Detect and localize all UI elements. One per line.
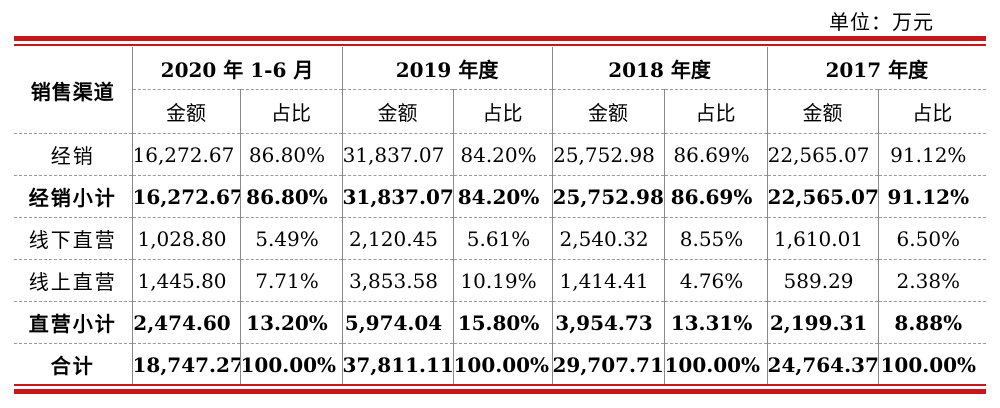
amount-cell: 3,853.58 — [342, 259, 454, 302]
amount-cell: 29,707.71 — [552, 343, 665, 385]
table-row: 直营小计 2,474.60 13.20% 5,974.04 15.80% 3,954.73… — [14, 301, 987, 344]
ratio-cell: 86.69% — [664, 133, 768, 176]
sales-channel-table: 销售渠道 2020 年 1-6 月 2019 年度 2018 年度 2017 年… — [14, 47, 987, 385]
ratio-cell: 10.19% — [453, 259, 553, 302]
header-row-metrics: 金额 占比 金额 占比 金额 占比 金额 占比 — [14, 89, 987, 134]
amount-header: 金额 — [342, 89, 454, 134]
ratio-cell: 91.12% — [878, 175, 987, 218]
table-row: 线下直营 1,028.80 5.49% 2,120.45 5.61% 2,540.32 8.… — [14, 217, 987, 260]
amount-cell: 25,752.98 — [552, 175, 665, 218]
amount-cell: 1,610.01 — [767, 217, 879, 260]
ratio-cell: 2.38% — [878, 259, 987, 302]
amount-cell: 16,272.67 — [132, 133, 241, 176]
ratio-header: 占比 — [664, 89, 768, 134]
ratio-header: 占比 — [240, 89, 343, 134]
ratio-cell: 100.00% — [240, 343, 343, 385]
ratio-cell: 5.61% — [453, 217, 553, 260]
bottom-border-thin — [14, 384, 986, 386]
amount-cell: 2,199.31 — [767, 301, 879, 344]
ratio-cell: 5.49% — [240, 217, 343, 260]
ratio-cell: 84.20% — [453, 175, 553, 218]
period-header: 2018 年度 — [552, 47, 768, 90]
channel-header: 销售渠道 — [14, 47, 133, 134]
ratio-cell: 8.55% — [664, 217, 768, 260]
ratio-cell: 100.00% — [664, 343, 768, 385]
period-header: 2019 年度 — [342, 47, 553, 90]
amount-cell: 1,028.80 — [132, 217, 241, 260]
unit-label: 单位：万元 — [829, 10, 934, 34]
ratio-cell: 15.80% — [453, 301, 553, 344]
table-row: 经销 16,272.67 86.80% 31,837.07 84.20% 25,752.9… — [14, 133, 987, 176]
top-border-thin — [14, 44, 986, 46]
table-row: 经销小计 16,272.67 86.80% 31,837.07 84.20% 25,752… — [14, 175, 987, 218]
amount-cell: 22,565.07 — [767, 133, 879, 176]
header-row-periods: 销售渠道 2020 年 1-6 月 2019 年度 2018 年度 2017 年… — [14, 47, 987, 134]
amount-cell: 22,565.07 — [767, 175, 879, 218]
ratio-cell: 6.50% — [878, 217, 987, 260]
amount-cell: 16,272.67 — [132, 175, 241, 218]
table-row: 线上直营 1,445.80 7.71% 3,853.58 10.19% 1,414.41 4… — [14, 259, 987, 302]
amount-cell: 37,811.11 — [342, 343, 454, 385]
row-label: 经销 — [14, 133, 133, 176]
ratio-cell: 13.20% — [240, 301, 343, 344]
amount-cell: 1,445.80 — [132, 259, 241, 302]
row-label: 线上直营 — [14, 259, 133, 302]
amount-cell: 589.29 — [767, 259, 879, 302]
amount-cell: 2,120.45 — [342, 217, 454, 260]
bottom-border-thick — [14, 389, 986, 394]
amount-cell: 2,474.60 — [132, 301, 241, 344]
ratio-cell: 86.69% — [664, 175, 768, 218]
ratio-cell: 13.31% — [664, 301, 768, 344]
top-border-thick — [14, 36, 986, 41]
row-label: 经销小计 — [14, 175, 133, 218]
amount-cell: 3,954.73 — [552, 301, 665, 344]
table-row: 合计 18,747.27 100.00% 37,811.11 100.00% 29,707… — [14, 343, 986, 385]
amount-header: 金额 — [552, 89, 665, 134]
amount-cell: 25,752.98 — [552, 133, 665, 176]
ratio-cell: 100.00% — [880, 352, 977, 377]
ratio-header: 占比 — [453, 89, 553, 134]
ratio-cell: 8.88% — [878, 301, 987, 344]
amount-header: 金额 — [767, 89, 879, 134]
amount-cell: 18,747.27 — [132, 343, 241, 385]
ratio-cell: 86.80% — [240, 175, 343, 218]
period-header: 2017 年度 — [767, 47, 987, 90]
ratio-cell: 86.80% — [240, 133, 343, 176]
amount-cell: 31,837.07 — [342, 175, 454, 218]
amount-header: 金额 — [132, 89, 241, 134]
amount-cell: 2,540.32 — [552, 217, 665, 260]
amount-cell: 5,974.04 — [342, 301, 454, 344]
ratio-cell: 4.76% — [664, 259, 768, 302]
ratio-cell: 100.00% — [453, 343, 553, 385]
row-label: 线下直营 — [14, 217, 133, 260]
amount-cell: 1,414.41 — [552, 259, 665, 302]
amount-cell: 24,764.37 — [767, 343, 879, 385]
row-label: 合计 — [14, 343, 133, 385]
ratio-cell: 84.20% — [453, 133, 553, 176]
ratio-cell: 91.12% — [878, 133, 987, 176]
ratio-cell: 7.71% — [240, 259, 343, 302]
row-label: 直营小计 — [14, 301, 133, 344]
amount-cell: 31,837.07 — [342, 133, 454, 176]
ratio-header: 占比 — [878, 89, 987, 134]
period-header: 2020 年 1-6 月 — [132, 47, 343, 90]
